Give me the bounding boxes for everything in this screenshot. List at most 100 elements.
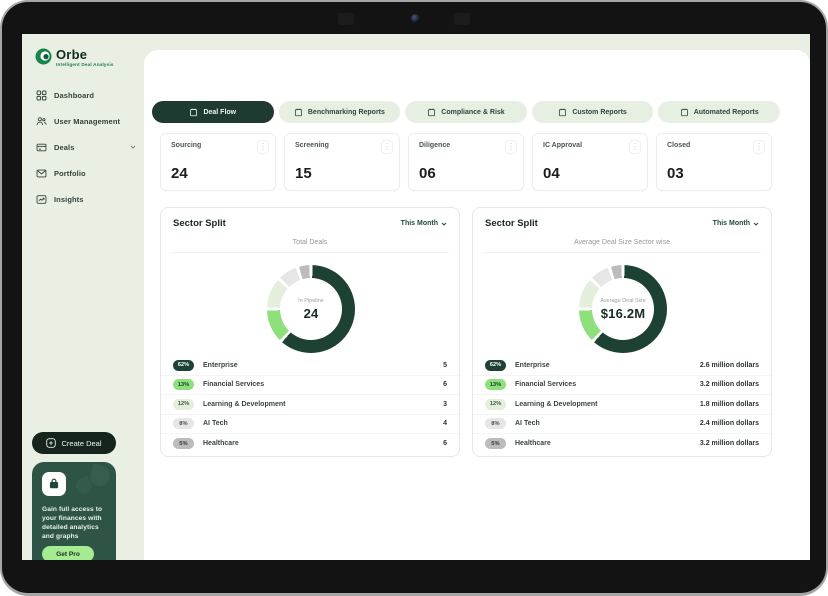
report-icon (294, 108, 302, 116)
orbe-logo-icon (35, 48, 52, 65)
legend-item: 12% Learning & Development 3 (161, 395, 459, 415)
tab-compliance-risk[interactable]: Compliance & Risk (405, 101, 527, 123)
sidebar-nav: Dashboard User Management Deals (36, 82, 136, 212)
plus-icon (46, 438, 57, 448)
bezel-sensor (338, 13, 354, 25)
app-screen: Orbe Intelligent Deal Analysis Dashboard (22, 34, 810, 560)
legend-label: Enterprise (203, 361, 238, 369)
dashboard-icon (36, 90, 47, 100)
stat-card-diligence: Diligence ⋮ 06 (408, 133, 524, 191)
legend-label: Learning & Development (515, 400, 598, 408)
legend-pct-badge: 8% (485, 418, 506, 430)
get-pro-button[interactable]: Get Pro (42, 546, 94, 560)
legend-item: 5% Healthcare 3.2 million dollars (473, 434, 771, 454)
kebab-menu-icon[interactable]: ⋮ (753, 140, 765, 154)
chart-subtitle: Total Deals (292, 239, 328, 246)
legend-pct-badge: 62% (485, 359, 506, 371)
tab-custom-reports[interactable]: Custom Reports (531, 101, 654, 123)
legend-pct-badge: 13% (173, 379, 194, 391)
kebab-menu-icon[interactable]: ⋮ (257, 140, 269, 154)
legend-item: 13% Financial Services 3.2 million dolla… (473, 376, 771, 395)
legend-value: 6 (443, 440, 447, 448)
promo-text: Gain full access to your finances with d… (42, 506, 103, 540)
chevron-down-icon (753, 222, 759, 226)
sidebar-item-user-management[interactable]: User Management (36, 108, 136, 134)
legend-pct-badge: 13% (485, 379, 506, 391)
legend-item: 62% Enterprise 2.6 million dollars (473, 356, 771, 376)
sidebar-item-dashboard[interactable]: Dashboard (36, 82, 136, 108)
stat-value: 24 (171, 165, 188, 182)
legend-label: Learning & Development (203, 400, 286, 408)
stat-label: Closed (667, 142, 691, 149)
legend-label: Financial Services (515, 381, 577, 389)
tab-label: Benchmarking Reports (307, 108, 385, 116)
chart-legend: 62% Enterprise 2.6 million dollars 13% F… (473, 356, 771, 454)
legend-label: AI Tech (203, 420, 228, 428)
sidebar: Orbe Intelligent Deal Analysis Dashboard (22, 34, 144, 560)
divider (483, 252, 761, 253)
sidebar-item-label: Portfolio (54, 168, 86, 178)
donut-center-value: 24 (303, 305, 319, 321)
stat-card-screening: Screening ⋮ 15 (284, 133, 400, 191)
sidebar-item-label: User Management (54, 116, 121, 126)
donut-center-value: $16.2M (600, 305, 646, 321)
stat-value: 06 (419, 165, 436, 182)
stat-label: Sourcing (171, 142, 202, 149)
legend-item: 13% Financial Services 6 (161, 376, 459, 395)
report-icon (428, 108, 436, 116)
sidebar-item-portfolio[interactable]: Portfolio (36, 160, 136, 186)
sidebar-item-deals[interactable]: Deals (36, 134, 136, 160)
stat-label: IC Approval (543, 142, 583, 149)
users-icon (36, 116, 47, 125)
legend-item: 8% AI Tech 2.4 million dollars (473, 415, 771, 434)
legend-label: AI Tech (515, 420, 540, 428)
main-panel: Deal Flow Benchmarking Reports Complianc… (144, 50, 810, 560)
portfolio-icon (36, 169, 47, 177)
legend-pct-badge: 62% (173, 359, 194, 371)
kebab-menu-icon[interactable]: ⋮ (505, 140, 517, 154)
stat-value: 04 (543, 165, 560, 182)
tab-deal-flow[interactable]: Deal Flow (152, 101, 274, 123)
sector-split-card-avg-deal-size: Sector Split This Month Average Deal Siz… (472, 207, 772, 457)
report-tabs: Deal Flow Benchmarking Reports Complianc… (152, 101, 780, 123)
pipeline-stats-row: Sourcing ⋮ 24 Screening ⋮ 15 Diligence ⋮… (160, 133, 772, 191)
chevron-down-icon (130, 145, 136, 149)
legend-value: 3.2 million dollars (699, 381, 759, 389)
tab-label: Compliance & Risk (441, 108, 505, 116)
legend-label: Healthcare (203, 440, 239, 448)
legend-value: 6 (443, 381, 447, 389)
total-deals-donut-chart: In Pipeline 24 (267, 265, 355, 353)
create-deal-button[interactable]: Create Deal (32, 432, 116, 454)
stat-value: 15 (295, 165, 312, 182)
avg-deal-size-donut-chart: Average Deal Size $16.2M (579, 265, 667, 353)
legend-pct-badge: 5% (485, 438, 506, 450)
tab-benchmarking-reports[interactable]: Benchmarking Reports (278, 101, 401, 123)
report-icon (680, 108, 688, 116)
legend-pct-badge: 5% (173, 438, 194, 450)
kebab-menu-icon[interactable]: ⋮ (629, 140, 641, 154)
chart-subtitle: Average Deal Size Sector wise (574, 239, 670, 246)
period-dropdown[interactable]: This Month (713, 220, 759, 227)
sidebar-item-insights[interactable]: Insights (36, 186, 136, 212)
create-deal-label: Create Deal (61, 438, 102, 448)
legend-value: 5 (443, 361, 447, 369)
legend-value: 3 (443, 400, 447, 408)
promo-card: Gain full access to your finances with d… (32, 462, 116, 560)
period-dropdown[interactable]: This Month (401, 220, 447, 227)
legend-pct-badge: 12% (485, 398, 506, 410)
app-tagline: Intelligent Deal Analysis (56, 62, 114, 67)
divider (171, 252, 449, 253)
kebab-menu-icon[interactable]: ⋮ (381, 140, 393, 154)
legend-pct-badge: 12% (173, 398, 194, 410)
stat-card-ic-approval: IC Approval ⋮ 04 (532, 133, 648, 191)
sidebar-item-label: Dashboard (54, 90, 95, 100)
tab-automated-reports[interactable]: Automated Reports (658, 101, 780, 123)
legend-item: 12% Learning & Development 1.8 million d… (473, 395, 771, 415)
report-icon (559, 108, 567, 116)
donut-center-label: In Pipeline (298, 297, 324, 304)
legend-item: 62% Enterprise 5 (161, 356, 459, 376)
app-logo: Orbe Intelligent Deal Analysis (35, 48, 114, 67)
stat-value: 03 (667, 165, 684, 182)
